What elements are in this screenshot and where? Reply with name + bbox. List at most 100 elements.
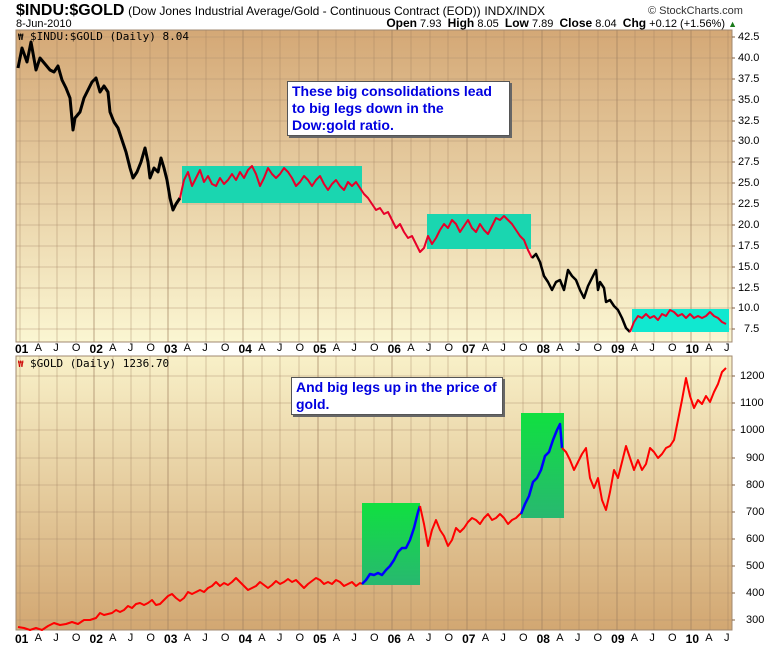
ratio-panel-label-text: $INDU:$GOLD (Daily) 8.04 xyxy=(30,30,189,43)
x-tick: J xyxy=(649,632,655,644)
ratio-series-dark-2 xyxy=(531,252,631,333)
y-tick: 27.5 xyxy=(738,156,760,168)
x-tick: A xyxy=(407,342,415,354)
y-tick: 900 xyxy=(746,452,765,464)
x-tick: A xyxy=(332,632,341,644)
y-tick: 800 xyxy=(746,479,765,491)
x-tick: O xyxy=(146,342,155,354)
chg-value: +0.12 (+1.56%) xyxy=(649,18,726,30)
x-tick: A xyxy=(407,632,415,644)
close-label: Close xyxy=(559,16,593,30)
x-tick: A xyxy=(556,632,564,644)
leg-up-box-1 xyxy=(362,503,420,585)
x-tick: O xyxy=(369,632,379,644)
ratio-panel xyxy=(15,29,733,343)
x-tick: 08 xyxy=(536,632,550,646)
x-tick: 02 xyxy=(89,632,103,646)
x-tick: 01 xyxy=(15,342,29,356)
chg-label: Chg xyxy=(622,16,647,30)
x-tick: J xyxy=(351,632,357,644)
x-tick: 09 xyxy=(611,632,625,646)
x-tick: O xyxy=(444,342,454,354)
x-tick: J xyxy=(500,342,506,354)
x-tick: J xyxy=(276,342,283,354)
x-tick: J xyxy=(723,632,730,644)
x-tick: O xyxy=(519,632,528,644)
x-tick: 06 xyxy=(387,632,401,646)
x-tick: J xyxy=(202,342,208,354)
x-tick: A xyxy=(109,342,117,354)
x-tick: O xyxy=(146,632,155,644)
x-tick: O xyxy=(668,632,677,644)
x-tick: O xyxy=(295,342,304,354)
x-tick: J xyxy=(500,632,506,644)
y-tick: 15.0 xyxy=(738,261,760,273)
bar-chart-icon: ₩ xyxy=(18,360,24,370)
x-tick: J xyxy=(351,342,357,354)
exchange: INDX/INDX xyxy=(484,4,545,18)
ratio-series-dark xyxy=(16,40,182,212)
chart-date: 8-Jun-2010 xyxy=(16,18,72,30)
x-tick: J xyxy=(127,632,134,644)
symbol-description: (Dow Jones Industrial Average/Gold - Con… xyxy=(128,4,481,18)
copyright: © StockCharts.com xyxy=(648,5,743,17)
x-tick: A xyxy=(481,632,490,644)
gold-series-red-2 xyxy=(419,505,521,547)
x-tick: J xyxy=(425,632,432,644)
x-tick: J xyxy=(723,342,730,354)
x-tick: 04 xyxy=(238,342,252,356)
gold-series-red-1 xyxy=(17,577,363,631)
open-label: Open xyxy=(386,16,417,30)
x-tick: A xyxy=(258,632,266,644)
x-tick: J xyxy=(276,632,283,644)
x-tick: A xyxy=(183,342,191,354)
x-tick: A xyxy=(556,342,564,354)
y-tick: 42.5 xyxy=(738,31,760,43)
x-tick: A xyxy=(34,342,42,354)
y-tick: 500 xyxy=(746,560,765,572)
x-tick: J xyxy=(127,342,134,354)
y-tick: 17.5 xyxy=(738,240,760,252)
y-tick: 1100 xyxy=(740,397,764,409)
x-tick: J xyxy=(574,632,581,644)
x-tick: A xyxy=(34,632,42,644)
gold-panel-label: ₩ $GOLD (Daily) 1236.70 xyxy=(18,357,169,370)
ratio-grid xyxy=(16,36,732,330)
x-tick: 08 xyxy=(536,342,550,356)
x-tick: O xyxy=(593,342,603,354)
gold-series-red-3 xyxy=(561,367,727,511)
x-tick: 05 xyxy=(313,632,327,646)
x-tick: O xyxy=(593,632,603,644)
y-tick: 22.5 xyxy=(738,198,760,210)
x-tick: J xyxy=(202,632,208,644)
chart-title: $INDU:$GOLD (Dow Jones Industrial Averag… xyxy=(16,2,545,20)
x-tick: A xyxy=(109,632,117,644)
x-tick: A xyxy=(705,632,713,644)
annotation-consolidations: These big consolidations lead to big leg… xyxy=(287,81,510,136)
high-label: High xyxy=(447,16,475,30)
x-tick: A xyxy=(630,342,639,354)
x-tick: A xyxy=(630,632,639,644)
x-tick: 07 xyxy=(462,342,476,356)
x-tick: 03 xyxy=(164,342,178,356)
x-tick: O xyxy=(71,632,81,644)
consolidation-box-2 xyxy=(427,214,531,249)
y-tick: 700 xyxy=(746,506,765,518)
y-tick: 7.5 xyxy=(744,323,760,335)
x-tick: A xyxy=(183,632,191,644)
ohlc-summary: Open 7.93 High 8.05 Low 7.89 Close 8.04 … xyxy=(386,16,737,30)
x-tick: 09 xyxy=(611,342,625,356)
y-tick: 1200 xyxy=(740,370,765,382)
open-value: 7.93 xyxy=(420,18,442,30)
x-tick: O xyxy=(220,632,230,644)
gold-panel-label-text: $GOLD (Daily) 1236.70 xyxy=(30,357,170,370)
x-tick: J xyxy=(53,342,59,354)
y-tick: 37.5 xyxy=(738,73,760,85)
x-tick: 06 xyxy=(387,342,401,356)
y-tick: 1000 xyxy=(740,424,765,436)
x-tick: 02 xyxy=(89,342,103,356)
ratio-series-red-2 xyxy=(629,309,727,333)
ratio-series-red-1 xyxy=(179,165,533,259)
y-tick: 20.0 xyxy=(738,219,760,231)
x-tick: 10 xyxy=(685,632,700,646)
